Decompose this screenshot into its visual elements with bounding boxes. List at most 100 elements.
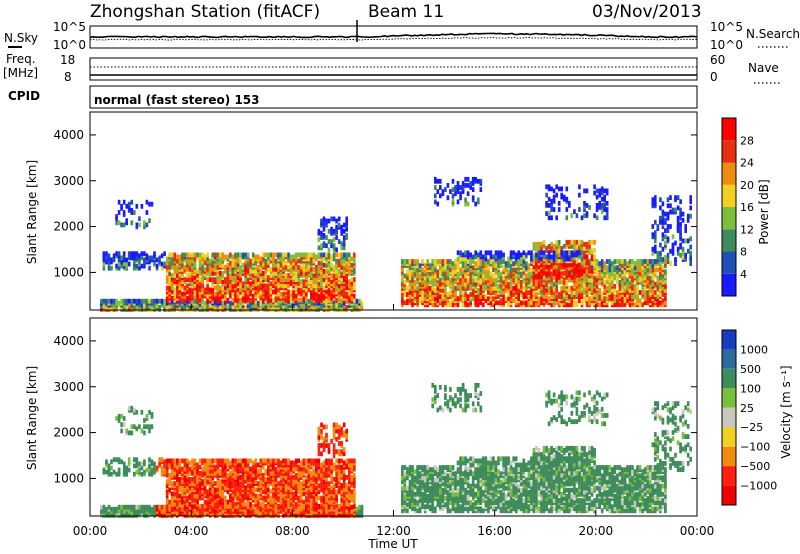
echo-cell	[578, 207, 581, 212]
echo-cell	[186, 513, 189, 518]
echo-cell	[279, 291, 283, 297]
echo-cell	[335, 307, 338, 312]
echo-cell	[153, 251, 156, 257]
echo-cell	[143, 298, 146, 304]
echo-cell	[547, 285, 551, 291]
echo-cell	[684, 224, 687, 229]
echo-cell	[454, 285, 457, 291]
echo-cell	[555, 248, 558, 253]
echo-cell	[211, 271, 214, 276]
echo-cell	[487, 259, 490, 264]
echo-cell	[312, 252, 316, 258]
echo-cell	[193, 506, 197, 512]
echo-cell	[563, 256, 566, 262]
echo-cell	[127, 261, 131, 267]
echo-cell	[550, 262, 553, 268]
echo-cell	[578, 268, 581, 274]
echo-cell	[600, 292, 604, 297]
echo-cell	[350, 504, 354, 510]
echo-cell	[143, 220, 146, 226]
echo-cell	[560, 285, 563, 291]
echo-cell	[611, 265, 614, 271]
echo-cell	[517, 292, 520, 297]
echo-cell	[178, 298, 182, 304]
echo-cell	[145, 298, 149, 304]
echo-cell	[241, 511, 245, 516]
echo-cell	[284, 283, 288, 289]
echo-cell	[679, 242, 682, 248]
echo-cell	[535, 285, 538, 291]
echo-cell	[666, 224, 670, 229]
echo-cell	[219, 275, 222, 280]
echo-cell	[251, 269, 255, 274]
echo-cell	[588, 262, 591, 268]
echo-cell	[274, 297, 278, 303]
echo-cell	[641, 259, 644, 264]
echo-cell	[173, 501, 177, 507]
echo-cell	[616, 290, 619, 295]
echo-cell	[679, 211, 682, 217]
echo-cell	[436, 298, 440, 304]
echo-cell	[643, 285, 647, 291]
echo-cell	[272, 297, 275, 303]
echo-cell	[165, 256, 169, 262]
echo-cell	[580, 279, 584, 285]
echo-cell	[176, 264, 179, 270]
echo-cell	[160, 265, 164, 271]
echo-cell	[484, 256, 488, 262]
echo-cell	[249, 262, 252, 268]
echo-cell	[292, 307, 295, 312]
echo-cell	[661, 302, 665, 308]
echo-cell	[178, 462, 182, 468]
echo-cell	[213, 285, 217, 291]
echo-cell	[168, 275, 171, 280]
echo-cell	[509, 259, 513, 264]
echo-cell	[439, 178, 442, 184]
echo-cell	[297, 264, 300, 270]
echo-cell	[456, 185, 460, 190]
echo-cell	[403, 279, 407, 285]
echo-cell	[434, 176, 437, 182]
freq-label: Freq.	[6, 52, 36, 66]
echo-cell	[434, 288, 437, 293]
echo-cell	[284, 277, 288, 282]
echo-cell	[176, 273, 179, 278]
power-ylabel: Slant Range [km]	[25, 160, 39, 264]
echo-cell	[188, 501, 192, 507]
power-data	[100, 176, 692, 312]
echo-cell	[603, 215, 606, 221]
echo-cell	[411, 275, 414, 281]
echo-cell	[621, 298, 624, 304]
echo-cell	[312, 258, 316, 264]
echo-cell	[173, 287, 177, 293]
echo-cell	[628, 292, 632, 297]
echo-cell	[312, 291, 316, 297]
echo-cell	[342, 291, 346, 297]
nsky-label: N.Sky	[4, 31, 38, 45]
echo-cell	[251, 283, 255, 289]
echo-cell	[115, 251, 118, 257]
echo-cell	[684, 252, 687, 258]
echo-cell	[401, 298, 404, 304]
echo-cell	[439, 193, 442, 199]
echo-cell	[456, 302, 460, 308]
echo-cell	[575, 239, 579, 245]
echo-cell	[605, 207, 609, 212]
echo-cell	[578, 192, 581, 198]
echo-cell	[332, 237, 336, 242]
echo-cell	[122, 199, 126, 205]
echo-cell	[191, 464, 194, 470]
echo-cell	[628, 259, 632, 264]
echo-cell	[206, 266, 209, 272]
echo-cell	[666, 257, 670, 262]
echo-cell	[633, 294, 637, 299]
echo-cell	[512, 261, 515, 266]
echo-cell	[608, 259, 612, 264]
echo-cell	[340, 277, 343, 282]
echo-cell	[317, 260, 321, 266]
echo-cell	[165, 295, 169, 301]
echo-cell	[219, 271, 222, 276]
nsearch-tick-low: 10^0	[710, 38, 743, 52]
echo-cell	[269, 297, 273, 303]
